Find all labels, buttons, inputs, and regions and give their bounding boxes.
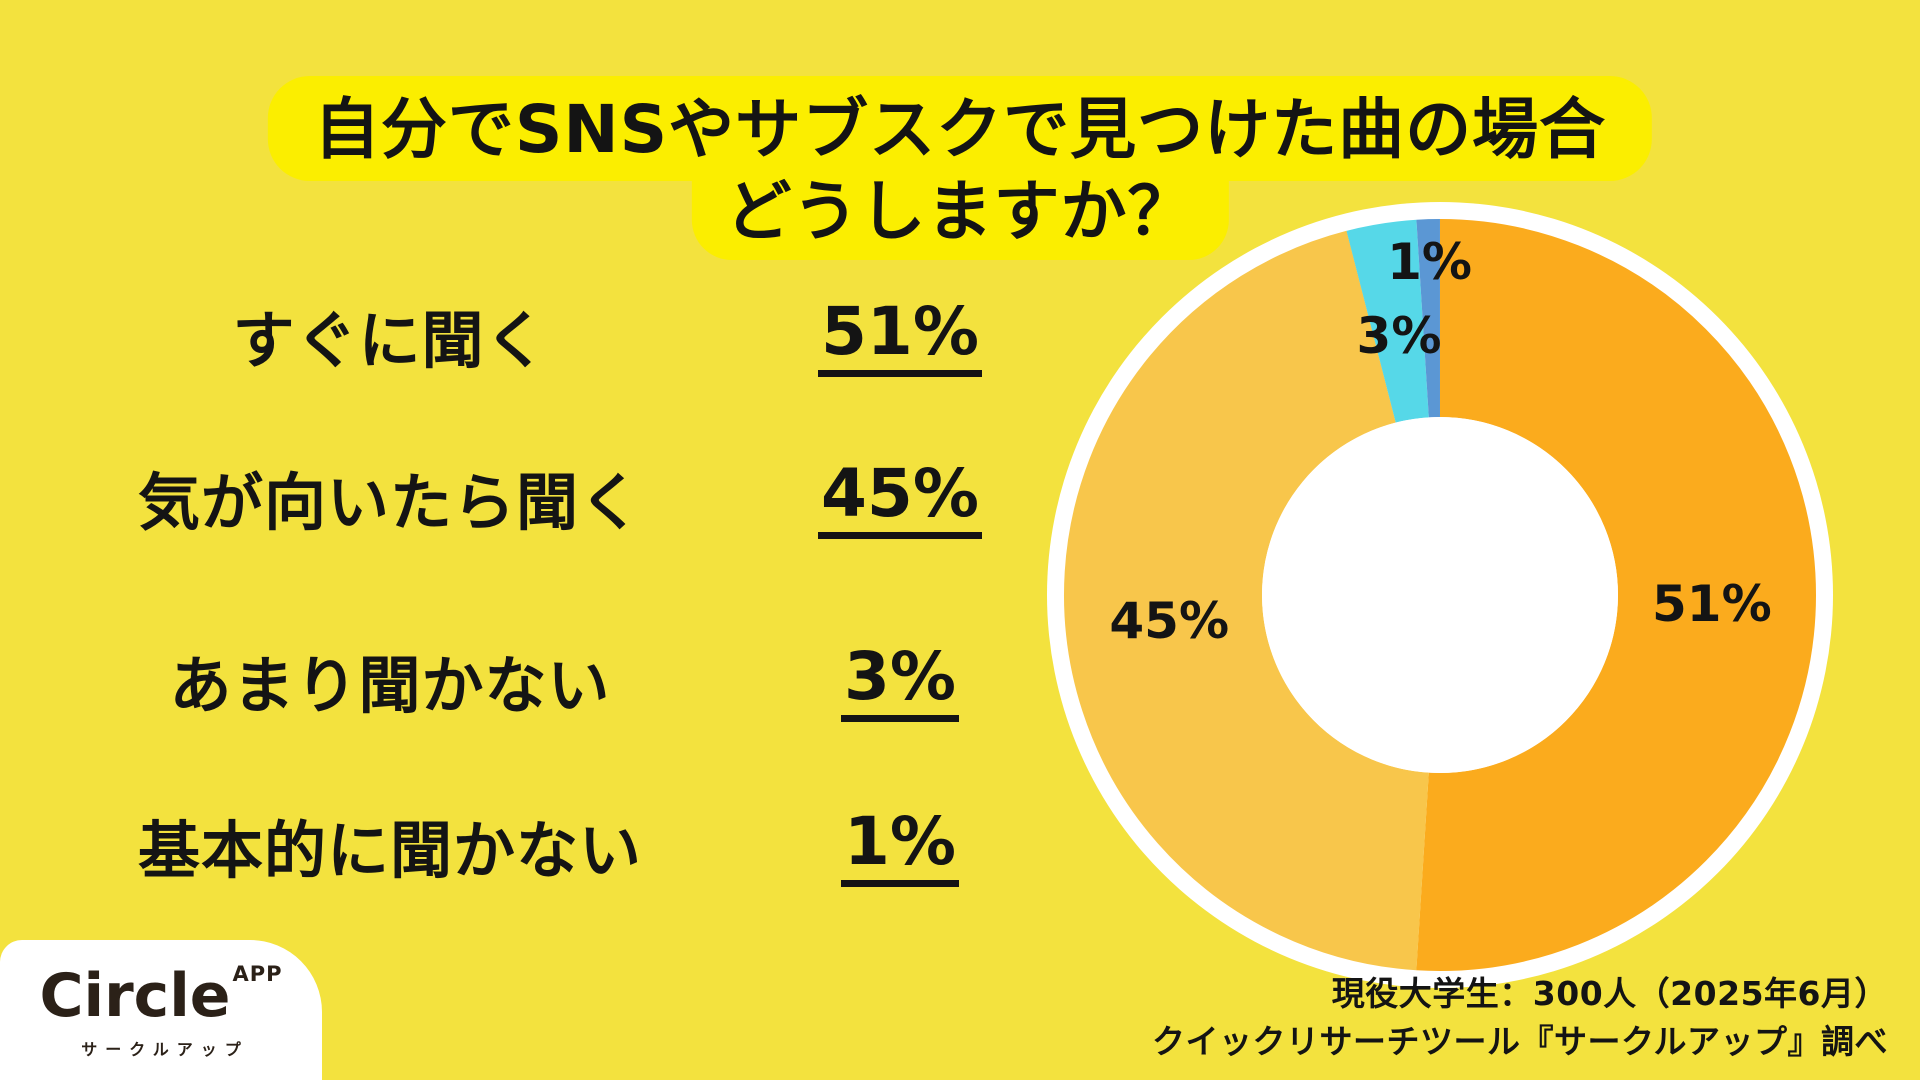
donut-slice-label-3: 3%	[1356, 307, 1442, 366]
option-label: すぐに聞く	[232, 304, 548, 377]
donut-slice-label-4: 1%	[1387, 233, 1472, 292]
option-row-3: あまり聞かない 3%	[70, 632, 1090, 728]
option-value: 1%	[710, 803, 1090, 888]
donut-chart: 51% 45% 3% 1%	[1040, 195, 1840, 995]
logo-wordmark: Circle	[39, 961, 231, 1031]
option-row-2: 気が向いたら聞く 45%	[70, 449, 1090, 545]
donut-hole	[1262, 417, 1618, 773]
donut-slice-label-2: 45%	[1109, 591, 1230, 650]
option-label: 基本的に聞かない	[137, 814, 642, 887]
donut-svg	[1047, 202, 1833, 988]
option-value-text: 3%	[840, 642, 960, 723]
source-line-1: 現役大学生：300人（2025年6月）	[1331, 974, 1888, 1014]
option-label: 気が向いたら聞く	[137, 466, 642, 539]
title-line-2: どうしますか？	[691, 174, 1229, 260]
title-line-1: 自分でSNSやサブスクで見つけた曲の場合	[267, 76, 1653, 181]
logo-card: Circle APP サークルアップ	[0, 940, 322, 1080]
option-row-4: 基本的に聞かない 1%	[70, 797, 1090, 893]
logo: Circle APP	[39, 961, 283, 1031]
source-line-2: クイックリサーチツール『サークルアップ』調べ	[1151, 1022, 1888, 1062]
option-value: 3%	[710, 638, 1090, 723]
option-value-text: 51%	[818, 297, 982, 378]
option-value: 51%	[710, 293, 1090, 378]
logo-subtitle: サークルアップ	[81, 1040, 249, 1059]
option-value-text: 1%	[840, 807, 960, 888]
donut-slice-4	[1064, 219, 1816, 971]
option-value: 45%	[710, 455, 1090, 540]
page-title: 自分でSNSやサブスクで見つけた曲の場合 どうしますか？	[267, 76, 1653, 260]
option-label: あまり聞かない	[169, 649, 611, 722]
donut-slice-1	[1064, 219, 1816, 971]
survey-source: 現役大学生：300人（2025年6月） クイックリサーチツール『サークルアップ』…	[1152, 970, 1888, 1066]
logo-app-badge: APP	[232, 962, 283, 986]
option-value-text: 45%	[818, 459, 982, 540]
option-row-1: すぐに聞く 51%	[70, 287, 1090, 383]
donut-slice-label-1: 51%	[1652, 574, 1772, 633]
